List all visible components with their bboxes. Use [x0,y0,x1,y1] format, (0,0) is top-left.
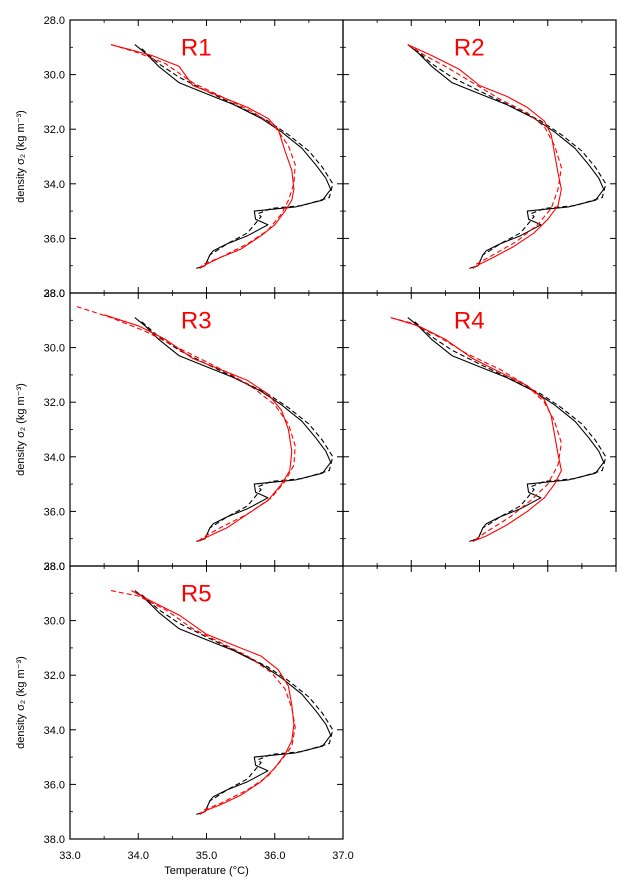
series-red-dashed [390,317,562,542]
x-tick-label: 35.0 [196,850,217,862]
series-black-dashed [141,48,334,269]
series-red-dashed [76,306,296,542]
panel-r4: R4 [342,292,617,567]
series-black-solid [407,317,605,542]
y-tick-label: 36.0 [44,779,65,791]
y-tick-label: 34.0 [44,179,65,191]
series-black-solid [134,317,332,542]
x-tick-label: 37.0 [332,850,353,862]
y-axis-title: density σ₂ (kg m⁻³) [15,383,27,476]
x-axis-title: Temperature (°C) [164,865,248,877]
series-black-dashed [141,321,334,542]
series-black-dashed [414,321,607,542]
x-tick-label: 33.0 [59,850,80,862]
panel-title: R5 [181,580,212,607]
series-black-dashed [414,48,607,269]
x-tick-label: 36.0 [264,850,285,862]
y-tick-label: 38.0 [44,834,65,846]
series-red-dashed [407,44,562,269]
y-tick-label: 34.0 [44,725,65,737]
panel-title: R2 [454,34,485,61]
y-axis-title: density σ₂ (kg m⁻³) [15,110,27,203]
y-tick-label: 30.0 [44,343,65,355]
series-black-solid [407,44,605,269]
panel-r3: 28.0 30.0 32.0 34.0 36.0 38.0 density σ₂ (kg m… [15,288,344,573]
panel-r5: 28.0 30.0 32.0 34.0 36.0 38.0 density σ₂ (kg m… [15,561,344,846]
y-tick-label: 34.0 [44,452,65,464]
panel-r1: 28.0 30.0 32.0 34.0 36.0 38.0 density σ₂ (kg m… [15,15,344,300]
y-tick-label: 30.0 [44,616,65,628]
series-red-solid [390,317,562,542]
panel-r2: R2 [342,19,617,294]
series-red-dashed [110,44,296,269]
y-tick-label: 32.0 [44,670,65,682]
series-red-solid [103,314,293,542]
panel-title: R1 [181,34,212,61]
y-tick-label: 30.0 [44,70,65,82]
y-tick-label: 28.0 [44,15,65,27]
series-black-solid [134,590,332,815]
y-tick-label: 36.0 [44,506,65,518]
y-tick-label: 38.0 [44,561,65,573]
series-red-solid [407,44,562,269]
y-axis-title: density σ₂ (kg m⁻³) [15,656,27,749]
series-red-dashed [110,590,296,815]
series-red-solid [131,590,295,815]
x-tick-label: 34.0 [128,850,149,862]
y-tick-label: 28.0 [44,288,65,300]
y-tick-label: 32.0 [44,397,65,409]
y-tick-label: 28.0 [44,561,65,573]
panel-title: R3 [181,307,212,334]
y-tick-label: 36.0 [44,233,65,245]
panel-title: R4 [454,307,485,334]
y-tick-label: 32.0 [44,124,65,136]
series-red-solid [110,44,295,269]
y-tick-label: 38.0 [44,288,65,300]
series-black-dashed [141,594,334,815]
series-black-solid [134,44,332,269]
